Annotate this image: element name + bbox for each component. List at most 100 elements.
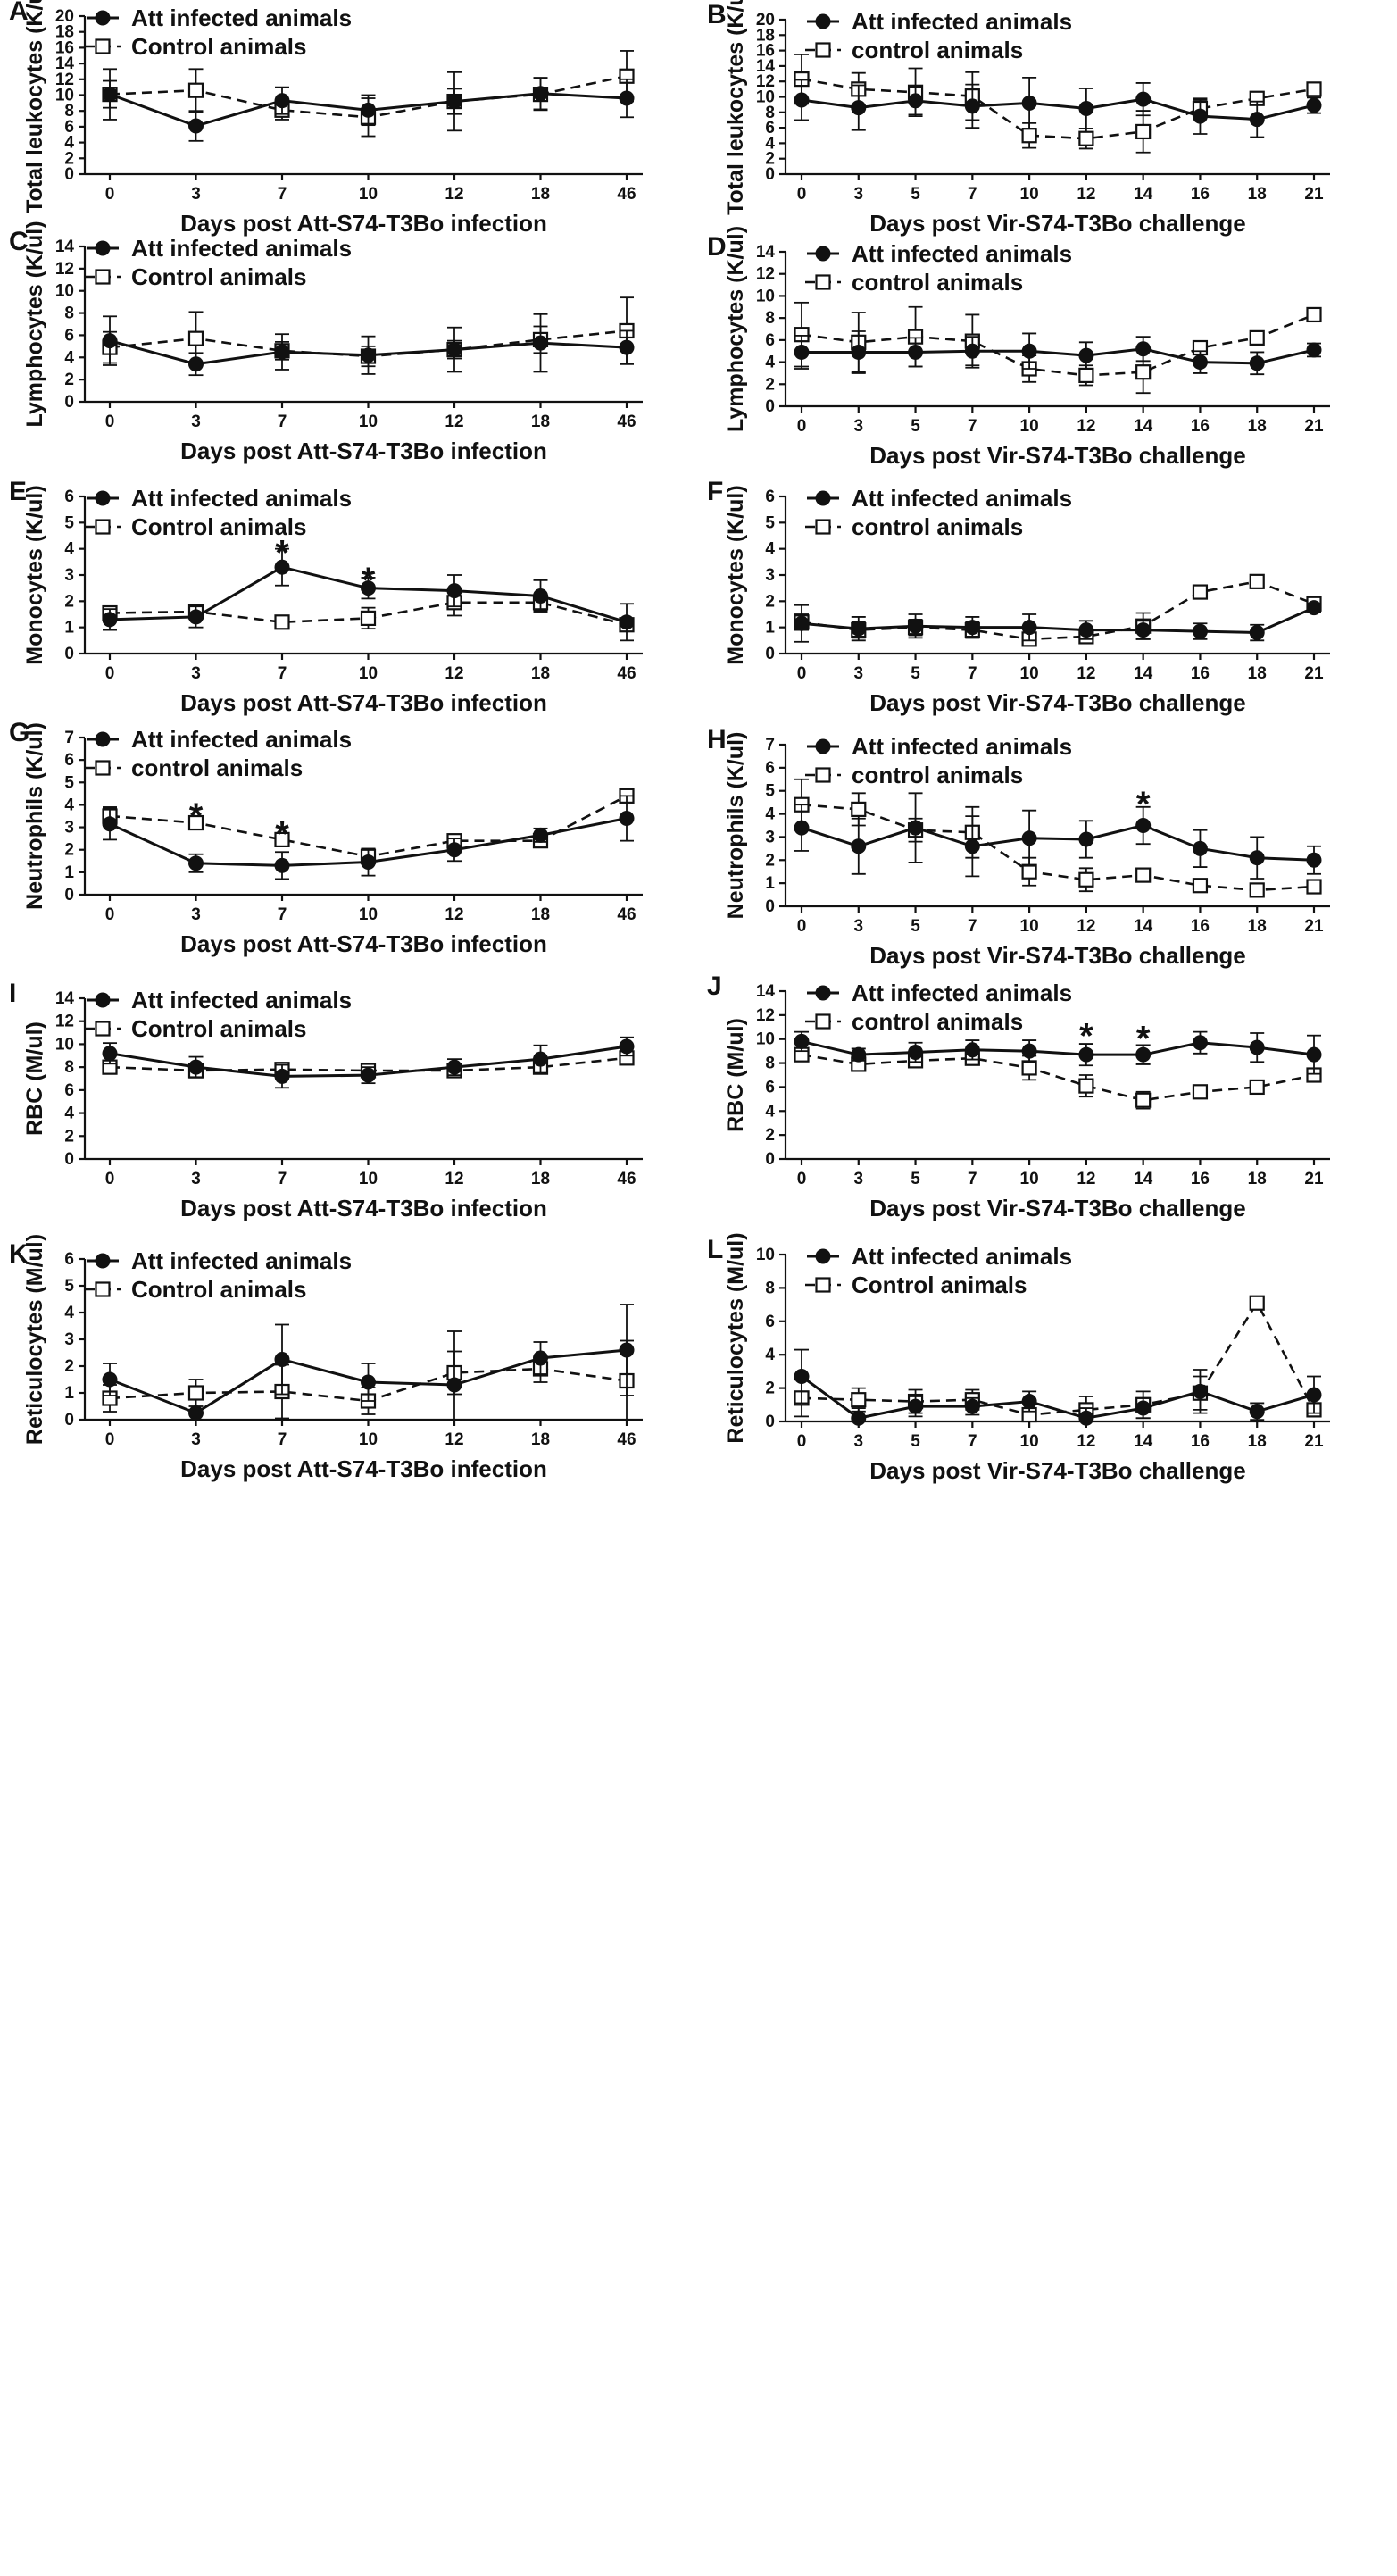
x-tick-label: 12 <box>1077 1432 1095 1451</box>
data-point <box>1021 863 1037 880</box>
x-tick-label: 0 <box>105 185 115 204</box>
x-tick-label: 16 <box>1191 664 1210 683</box>
x-tick-label: 3 <box>191 185 201 204</box>
x-tick-label: 7 <box>968 917 977 936</box>
x-tick-label: 21 <box>1304 664 1324 683</box>
y-tick-label: 2 <box>64 149 74 168</box>
legend-label: Att infected animals <box>131 235 352 262</box>
series-line <box>801 579 1315 641</box>
panel-letter: G <box>9 718 29 747</box>
x-tick-label: 10 <box>1020 185 1039 204</box>
series-control <box>794 1295 1322 1423</box>
data-point <box>1135 123 1152 140</box>
y-tick-label: 14 <box>756 982 776 1001</box>
data-point <box>1306 852 1322 868</box>
x-tick-label: 14 <box>1134 1170 1153 1188</box>
data-point <box>851 838 867 854</box>
y-axis-label: Monocytes (K/ul) <box>22 485 47 664</box>
legend-marker-open-square <box>95 519 111 535</box>
legend-label: Control animals <box>131 1276 306 1303</box>
y-tick-label: 4 <box>64 1304 74 1322</box>
y-tick-label: 6 <box>64 1250 74 1269</box>
legend-label: Control animals <box>131 263 306 290</box>
y-tick-label: 6 <box>765 331 775 350</box>
data-point <box>1249 850 1265 866</box>
y-tick-label: 0 <box>765 397 775 416</box>
data-point <box>794 615 810 631</box>
data-point <box>274 614 290 630</box>
x-tick-label: 21 <box>1304 417 1324 436</box>
x-tick-label: 0 <box>105 413 115 431</box>
y-tick-label: 0 <box>765 165 775 184</box>
x-tick-label: 7 <box>968 1432 977 1451</box>
data-point <box>102 87 118 103</box>
y-tick-label: 6 <box>765 488 775 506</box>
x-axis-label: Days post Att-S74-T3Bo infection <box>180 1195 547 1221</box>
data-point <box>102 612 118 628</box>
x-tick-label: 5 <box>911 917 920 936</box>
x-tick-label: 10 <box>359 1430 378 1449</box>
x-tick-label: 3 <box>853 1432 863 1451</box>
y-tick-label: 4 <box>765 540 775 559</box>
data-point <box>851 621 867 637</box>
data-point <box>102 816 118 832</box>
legend-label: control animals <box>852 513 1023 540</box>
panel-letter: B <box>707 0 727 29</box>
y-tick-label: 18 <box>55 23 74 42</box>
data-point <box>1192 840 1208 856</box>
legend-label: Att infected animals <box>852 240 1072 267</box>
legend-marker-filled-circle <box>95 992 111 1008</box>
legend-marker-filled-circle <box>815 13 831 29</box>
x-tick-label: 3 <box>191 905 201 924</box>
series-att-infected <box>102 68 635 142</box>
legend-label: Att infected animals <box>852 1243 1072 1270</box>
y-tick-label: 8 <box>64 1058 74 1077</box>
x-tick-label: 14 <box>1134 917 1153 936</box>
x-tick-label: 0 <box>797 1432 807 1451</box>
y-tick-label: 10 <box>756 1030 775 1049</box>
x-tick-label: 21 <box>1304 185 1324 204</box>
data-point <box>851 801 867 818</box>
series-control <box>794 1046 1322 1110</box>
data-point <box>1021 95 1037 111</box>
data-point <box>1306 342 1322 358</box>
series-control <box>794 573 1322 647</box>
data-point <box>964 343 980 359</box>
x-tick-label: 10 <box>1020 1170 1039 1188</box>
y-tick-label: 7 <box>64 729 74 747</box>
y-axis-label: Lymphocytes (K/ul) <box>22 221 47 427</box>
data-point <box>446 583 462 599</box>
y-tick-label: 0 <box>765 1150 775 1169</box>
y-tick-label: 1 <box>765 619 775 638</box>
legend-label: Control animals <box>131 513 306 540</box>
x-tick-label: 0 <box>797 917 807 936</box>
y-tick-label: 5 <box>765 782 775 801</box>
data-point <box>188 855 204 871</box>
x-axis-label: Days post Vir-S74-T3Bo challenge <box>869 1457 1245 1484</box>
data-point <box>1078 622 1094 638</box>
data-point <box>533 827 548 843</box>
data-point <box>619 1342 635 1358</box>
x-tick-label: 18 <box>531 905 550 924</box>
y-axis-label: Neutrophils (K/ul) <box>22 722 47 910</box>
y-tick-label: 2 <box>765 1380 775 1398</box>
panel-letter: F <box>707 477 723 506</box>
y-tick-label: 6 <box>765 1313 775 1331</box>
data-point <box>1306 81 1322 97</box>
data-point <box>533 1350 548 1366</box>
x-tick-label: 0 <box>797 664 807 683</box>
x-tick-label: 14 <box>1134 664 1153 683</box>
y-tick-label: 4 <box>765 1102 775 1121</box>
data-point <box>1249 112 1265 128</box>
data-point <box>1135 867 1152 883</box>
data-point <box>908 618 924 634</box>
